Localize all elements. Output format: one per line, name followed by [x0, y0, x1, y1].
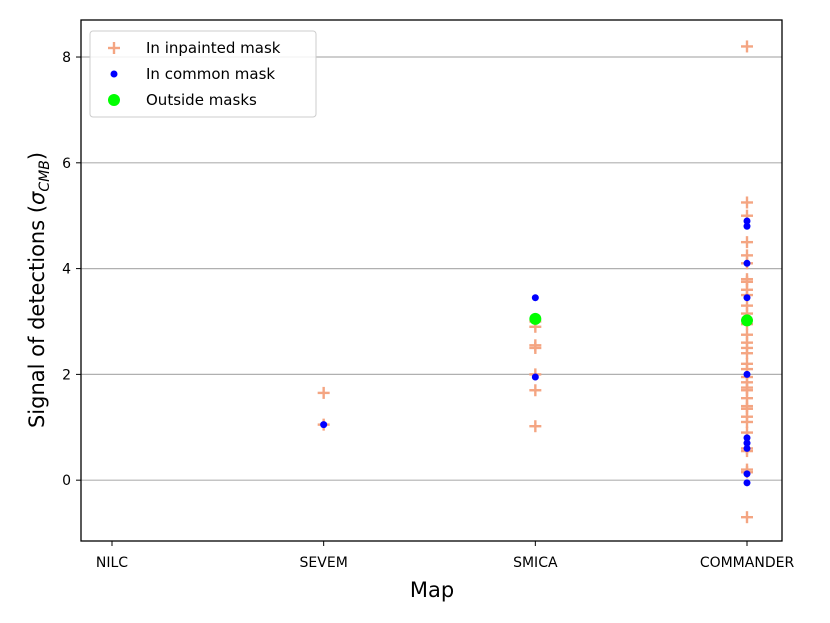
point-common-mask	[743, 470, 751, 478]
grid-lines	[81, 56, 782, 481]
point-common-mask	[743, 222, 751, 230]
plot-frame	[80, 19, 783, 542]
y-axis-label-sigma: σ	[25, 191, 49, 205]
point-common-mask	[531, 294, 539, 302]
point-common-mask	[743, 439, 751, 447]
x-tick-label: NILC	[96, 555, 128, 571]
x-tick-label: SMICA	[513, 555, 558, 571]
point-inpainted-mask	[529, 384, 542, 397]
x-axis-ticks: NILC SEVEM SMICA COMMANDER	[96, 541, 795, 571]
y-axis-label-text: Signal of detections (	[25, 205, 49, 428]
y-axis-label-subscript: CMB	[37, 160, 53, 191]
y-axis-label: Signal of detections (σCMB)	[25, 152, 53, 428]
y-tick-label: 0	[62, 473, 71, 489]
legend-marker-big-dot	[108, 94, 120, 106]
point-common-mask	[743, 259, 751, 267]
point-outside-masks	[741, 314, 753, 327]
point-common-mask	[531, 373, 539, 381]
legend-marker-dot	[110, 70, 118, 78]
legend: In inpainted mask In common mask Outside…	[89, 30, 317, 118]
point-outside-masks	[529, 312, 542, 325]
point-inpainted-mask	[529, 341, 542, 354]
legend-box	[89, 30, 317, 118]
data-points	[317, 40, 753, 524]
y-axis-label-close: )	[25, 152, 49, 160]
y-axis-ticks: 0 2 4 6 8	[62, 50, 81, 489]
point-inpainted-mask	[317, 386, 330, 399]
legend-label-inpainted: In inpainted mask	[146, 39, 281, 57]
point-common-mask	[743, 444, 751, 452]
legend-label-common: In common mask	[146, 65, 275, 83]
point-inpainted-mask	[741, 415, 753, 428]
x-tick-label: COMMANDER	[700, 555, 795, 571]
point-inpainted-mask	[529, 420, 542, 433]
y-tick-label: 6	[62, 156, 71, 172]
point-common-mask	[743, 479, 751, 487]
x-axis-label: Map	[410, 578, 454, 602]
legend-marker-plus	[108, 42, 120, 54]
point-inpainted-mask	[741, 236, 753, 249]
point-inpainted-mask	[741, 40, 753, 53]
point-inpainted-mask	[741, 511, 753, 524]
point-common-mask	[743, 370, 751, 378]
point-inpainted-mask	[741, 347, 753, 360]
point-common-mask	[743, 217, 751, 225]
point-common-mask	[743, 434, 751, 442]
y-tick-label: 8	[62, 50, 71, 66]
y-tick-label: 4	[62, 262, 71, 278]
point-common-mask	[743, 294, 751, 302]
legend-label-outside: Outside masks	[146, 91, 257, 109]
x-tick-label: SEVEM	[300, 555, 348, 571]
y-tick-label: 2	[62, 367, 71, 383]
point-common-mask	[320, 421, 328, 429]
point-inpainted-mask	[741, 196, 753, 209]
